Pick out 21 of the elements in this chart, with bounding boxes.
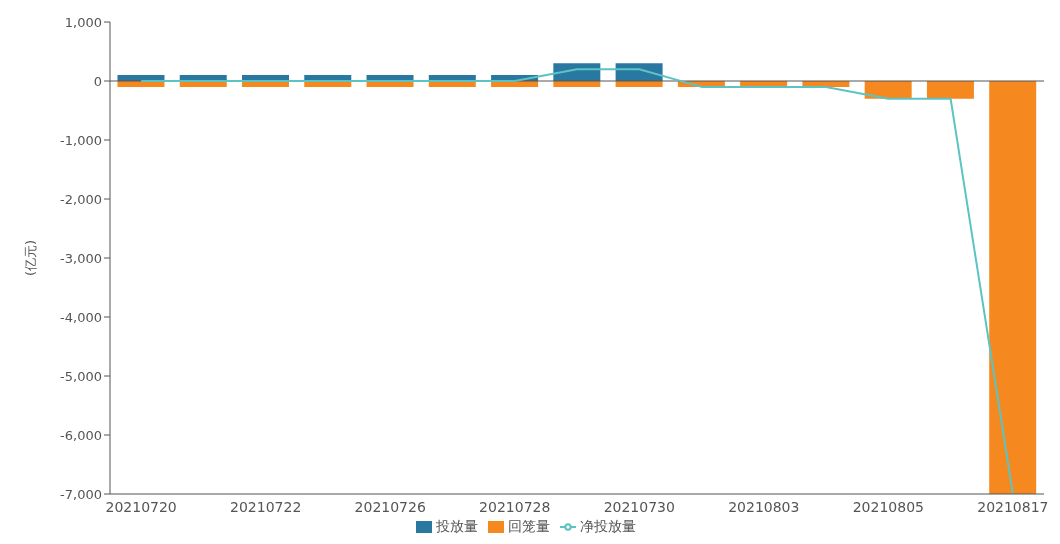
x-tick-label: 20210728 — [479, 498, 551, 515]
x-tick-label: 20210722 — [230, 498, 302, 515]
y-tick-label: 0 — [93, 73, 102, 89]
y-axis-title: (亿元) — [22, 239, 38, 277]
x-tick-label: 20210720 — [105, 498, 177, 515]
x-tick-label: 20210803 — [728, 498, 800, 515]
legend-label: 回笼量 — [508, 518, 550, 534]
y-tick-label: -1,000 — [60, 132, 102, 148]
x-tick-label: 20210805 — [852, 498, 924, 515]
y-tick-label: -5,000 — [60, 368, 102, 384]
x-tick-label: 20210817 — [977, 498, 1049, 515]
y-tick-label: -4,000 — [60, 309, 102, 325]
x-tick-label: 20210726 — [354, 498, 426, 515]
y-tick-label: -6,000 — [60, 427, 102, 443]
y-tick-label: -7,000 — [60, 486, 102, 502]
legend-label: 净投放量 — [580, 518, 636, 534]
x-tick-label: 20210730 — [603, 498, 675, 515]
y-tick-label: -2,000 — [60, 191, 102, 207]
y-tick-label: 1,000 — [64, 14, 102, 30]
y-tick-label: -3,000 — [60, 250, 102, 266]
legend-label: 投放量 — [436, 518, 478, 534]
